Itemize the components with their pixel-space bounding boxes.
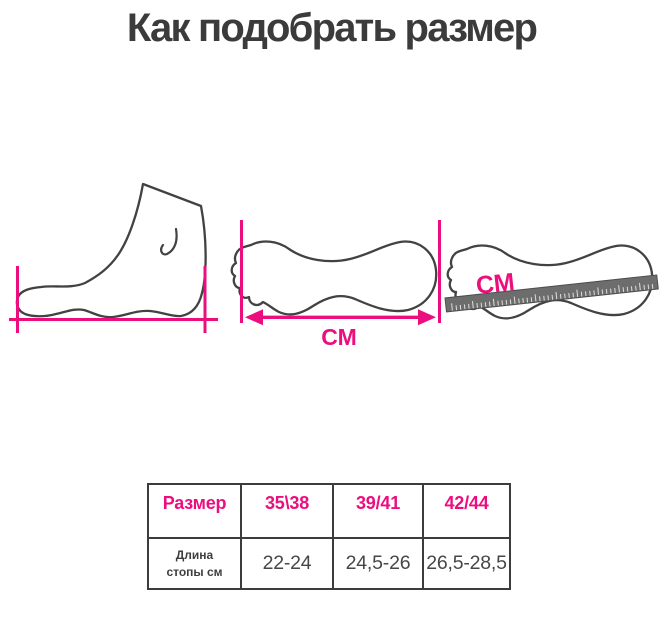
ruler-tick — [614, 288, 616, 293]
ruler-tick — [522, 298, 524, 303]
ruler-tick — [476, 303, 478, 308]
ruler-tick — [647, 284, 650, 290]
measurement-illustrations: СМ СМ — [9, 182, 659, 350]
page-title: Как подобрать размер — [126, 6, 538, 50]
ankle-mark-icon — [160, 227, 178, 256]
size-table: Размер 35\38 39/41 42/44 Длина стопы см … — [147, 483, 511, 590]
ruler-tick — [488, 301, 491, 307]
ruler-tick — [622, 287, 625, 293]
ruler-tick — [601, 289, 604, 295]
ruler-tick — [639, 282, 641, 291]
size-col-39-41: 39/41 — [332, 483, 424, 539]
ruler-tick — [610, 288, 612, 294]
ruler-tick — [584, 291, 587, 297]
foot-length-value-1: 22-24 — [240, 537, 334, 590]
ruler-tick — [630, 286, 633, 292]
size-col-35-38: 35\38 — [240, 483, 334, 539]
ruler-tick — [605, 288, 608, 294]
ruler-tick — [492, 298, 495, 307]
ruler-tick — [635, 285, 637, 291]
size-header-cell: Размер — [147, 483, 242, 539]
ruler-tick — [597, 287, 600, 295]
footprint-length-illustration: СМ — [230, 220, 441, 350]
ruler-tick — [576, 289, 579, 298]
ruler-tick — [497, 300, 499, 306]
ruler-ticks — [451, 282, 654, 311]
footprint-ruler-illustration: СМ — [444, 244, 659, 320]
ruler-tick — [468, 303, 470, 309]
foot-length-value-3: 26,5-28,5 — [422, 537, 511, 590]
ruler-tick — [539, 296, 541, 302]
size-col-42-44: 42/44 — [422, 483, 511, 539]
ruler-tick — [572, 292, 574, 298]
ruler-tick — [626, 286, 629, 292]
ruler-tick — [480, 302, 483, 308]
ruler-tick — [451, 303, 453, 311]
cm-label-ruler: СМ — [475, 268, 516, 300]
footprint-icon — [230, 240, 438, 316]
ruler-tick — [459, 304, 462, 310]
foot-side-measure-illustration — [9, 182, 218, 333]
ruler-tick — [555, 291, 558, 300]
ruler-tick — [530, 297, 533, 303]
ruler-tick — [593, 290, 595, 296]
ruler-tick — [463, 304, 466, 310]
ruler-tick — [651, 283, 654, 289]
cm-label-footprint: СМ — [321, 324, 356, 350]
size-table-header-row: Размер 35\38 39/41 42/44 — [147, 483, 511, 539]
ruler-tick — [509, 299, 512, 305]
foot-length-value-2: 24,5-26 — [332, 537, 424, 590]
ruler-tick — [547, 295, 549, 301]
foot-length-row: Длина стопы см 22-24 24,5-26 26,5-28,5 — [147, 537, 511, 590]
ruler-icon — [444, 274, 659, 313]
foot-side-icon — [15, 182, 207, 319]
ruler-tick — [643, 284, 645, 290]
ruler-tick — [534, 294, 537, 302]
ruler-tick — [484, 302, 487, 307]
ruler-tick — [589, 290, 591, 296]
ruler-tick — [526, 297, 529, 303]
ruler-tick — [455, 305, 458, 311]
ruler-tick — [564, 293, 566, 299]
ruler-tick — [518, 298, 520, 304]
ruler-tick — [568, 293, 570, 298]
arrowhead-left-icon — [245, 309, 263, 326]
ruler-tick — [513, 296, 516, 304]
ruler-tick — [543, 295, 545, 301]
ruler-tick — [559, 293, 562, 299]
arrowhead-right-icon — [418, 309, 436, 326]
foot-length-label: Длина стопы см — [147, 537, 242, 590]
ruler-tick — [471, 300, 474, 309]
ruler-tick — [618, 285, 620, 293]
ruler-tick — [501, 300, 504, 306]
ruler-tick — [505, 299, 508, 305]
ruler-tick — [580, 291, 583, 297]
ruler-tick — [551, 294, 554, 300]
